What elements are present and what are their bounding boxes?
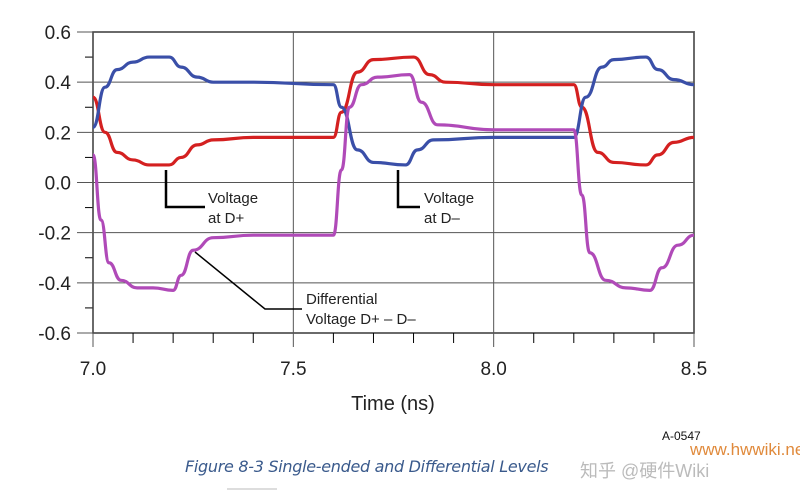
figure-code: A-0547 — [662, 429, 701, 443]
divider — [227, 488, 277, 490]
y-tick-label: 0.2 — [45, 123, 71, 144]
annotation-diff-line2: Voltage D+ – D– — [306, 311, 416, 328]
x-tick-label: 8.5 — [681, 359, 707, 380]
x-tick-label: 8.0 — [480, 359, 506, 380]
annotation-leader-dminus — [396, 170, 420, 209]
annotation-dplus-line2: at D+ — [208, 210, 245, 227]
y-tick-label: 0.6 — [45, 23, 71, 44]
y-tick-label: 0.0 — [45, 174, 71, 195]
y-tick-label: -0.2 — [38, 224, 71, 245]
watermark-text: 知乎 @硬件Wiki — [580, 461, 710, 481]
y-tick-label: -0.4 — [38, 274, 71, 295]
annotations: Voltage at D+ Voltage at D– Differential… — [164, 170, 474, 328]
annotation-diff-line1: Differential — [306, 291, 377, 308]
annotation-leader-dplus — [164, 170, 205, 209]
y-tick-label: -0.6 — [38, 324, 71, 345]
series-line-1 — [91, 55, 695, 167]
y-tick-label: 0.4 — [45, 73, 72, 94]
series-line-0 — [91, 55, 695, 167]
annotation-dplus-line1: Voltage — [208, 190, 258, 207]
annotation-dminus-line1: Voltage — [424, 190, 474, 207]
x-tick-label: 7.5 — [280, 359, 306, 380]
x-axis-label: Time (ns) — [351, 393, 435, 415]
figure-caption: Figure 8-3 Single-ended and Differential… — [185, 457, 549, 476]
watermark-url: www.hwwiki.net — [690, 440, 800, 459]
annotation-dminus-line2: at D– — [424, 210, 461, 227]
x-tick-label: 7.0 — [80, 359, 106, 380]
annotation-leader-diff — [194, 251, 302, 310]
series-line-2 — [91, 73, 695, 292]
